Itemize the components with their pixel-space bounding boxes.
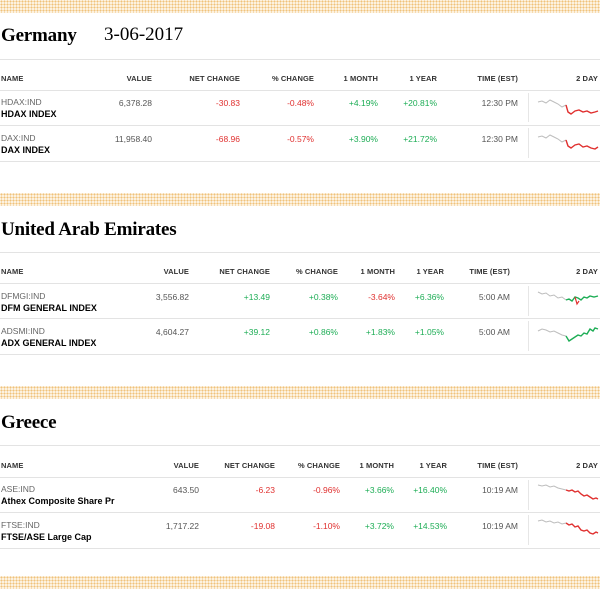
header-name: NAME	[1, 461, 24, 470]
sparkline-2day	[537, 134, 599, 150]
row-pct-change: +0.38%	[308, 292, 338, 302]
row-value: 1,717.22	[165, 521, 199, 531]
header-name: NAME	[1, 74, 24, 83]
section-divider-dots	[0, 193, 600, 206]
section-title: United Arab Emirates	[1, 219, 177, 240]
header-pct-change: % CHANGE	[271, 74, 314, 83]
row-1-month: +3.66%	[364, 485, 394, 495]
header-2-day: 2 DAY	[576, 461, 598, 470]
row-value: 643.50	[173, 485, 199, 495]
header-net-change: NET CHANGE	[189, 74, 240, 83]
row-net-change: -30.83	[215, 98, 240, 108]
row-value: 3,556.82	[155, 292, 189, 302]
header-value: VALUE	[126, 74, 152, 83]
header-pct-change: % CHANGE	[297, 461, 340, 470]
row-time: 5:00 AM	[478, 292, 510, 302]
row-value: 6,378.28	[118, 98, 152, 108]
row-1-year: +14.53%	[413, 521, 447, 531]
row-time: 12:30 PM	[481, 98, 518, 108]
header-net-change: NET CHANGE	[219, 267, 270, 276]
header-1-month: 1 MONTH	[359, 461, 394, 470]
row-1-year: +1.05%	[414, 327, 444, 337]
sparkline-2day	[537, 484, 599, 500]
row-name[interactable]: DAX INDEX	[1, 145, 51, 155]
section-title: Greece	[1, 412, 57, 433]
section-divider-dots	[0, 576, 600, 589]
row-symbol: ASE:IND	[1, 484, 36, 494]
row-net-change: -68.96	[215, 134, 240, 144]
row-net-change: +13.49	[243, 292, 270, 302]
header-1-year: 1 YEAR	[416, 267, 444, 276]
row-time: 10:19 AM	[482, 521, 518, 531]
header-pct-change: % CHANGE	[295, 267, 338, 276]
header-net-change: NET CHANGE	[224, 461, 275, 470]
header-value: VALUE	[163, 267, 189, 276]
header-value: VALUE	[173, 461, 199, 470]
sparkline-2day	[537, 327, 599, 342]
row-1-month: +4.19%	[348, 98, 378, 108]
row-1-year: +21.72%	[403, 134, 437, 144]
row-1-year: +6.36%	[414, 292, 444, 302]
row-1-month: -3.64%	[368, 292, 395, 302]
row-1-month: +3.90%	[348, 134, 378, 144]
sparkline-2day	[537, 519, 599, 535]
row-name[interactable]: DFM GENERAL INDEX	[1, 303, 97, 313]
row-name[interactable]: FTSE/ASE Large Cap	[1, 532, 92, 542]
row-1-month: +3.72%	[364, 521, 394, 531]
row-net-change: +39.12	[243, 327, 270, 337]
section-divider-dots	[0, 386, 600, 399]
header-1-year: 1 YEAR	[419, 461, 447, 470]
section-divider-dots	[0, 0, 600, 13]
header-time: TIME (EST)	[477, 461, 518, 470]
header-1-month: 1 MONTH	[360, 267, 395, 276]
row-pct-change: -0.57%	[287, 134, 314, 144]
row-time: 5:00 AM	[478, 327, 510, 337]
row-time: 10:19 AM	[482, 485, 518, 495]
header-name: NAME	[1, 267, 24, 276]
header-time: TIME (EST)	[469, 267, 510, 276]
header-time: TIME (EST)	[477, 74, 518, 83]
row-time: 12:30 PM	[481, 134, 518, 144]
row-name[interactable]: HDAX INDEX	[1, 109, 57, 119]
row-symbol: DFMGI:IND	[1, 291, 46, 301]
sparkline-2day	[537, 99, 599, 115]
row-name[interactable]: ADX GENERAL INDEX	[1, 338, 97, 348]
section-title: Germany	[1, 25, 77, 46]
section-date: 3-06-2017	[104, 24, 184, 45]
row-symbol: ADSMI:IND	[1, 326, 45, 336]
row-symbol: DAX:IND	[1, 133, 36, 143]
header-1-year: 1 YEAR	[409, 74, 437, 83]
row-pct-change: -0.48%	[287, 98, 314, 108]
row-symbol: HDAX:IND	[1, 97, 42, 107]
row-pct-change: +0.86%	[308, 327, 338, 337]
row-net-change: -19.08	[250, 521, 275, 531]
row-net-change: -6.23	[255, 485, 275, 495]
row-pct-change: -0.96%	[313, 485, 340, 495]
row-pct-change: -1.10%	[313, 521, 340, 531]
header-1-month: 1 MONTH	[343, 74, 378, 83]
sparkline-2day	[537, 291, 599, 306]
row-symbol: FTSE:IND	[1, 520, 40, 530]
header-2-day: 2 DAY	[576, 267, 598, 276]
row-value: 11,958.40	[114, 134, 152, 144]
row-value: 4,604.27	[155, 327, 189, 337]
row-1-year: +20.81%	[403, 98, 437, 108]
header-2-day: 2 DAY	[576, 74, 598, 83]
row-name[interactable]: Athex Composite Share Pr	[1, 496, 115, 506]
row-1-month: +1.83%	[365, 327, 395, 337]
row-1-year: +16.40%	[413, 485, 447, 495]
